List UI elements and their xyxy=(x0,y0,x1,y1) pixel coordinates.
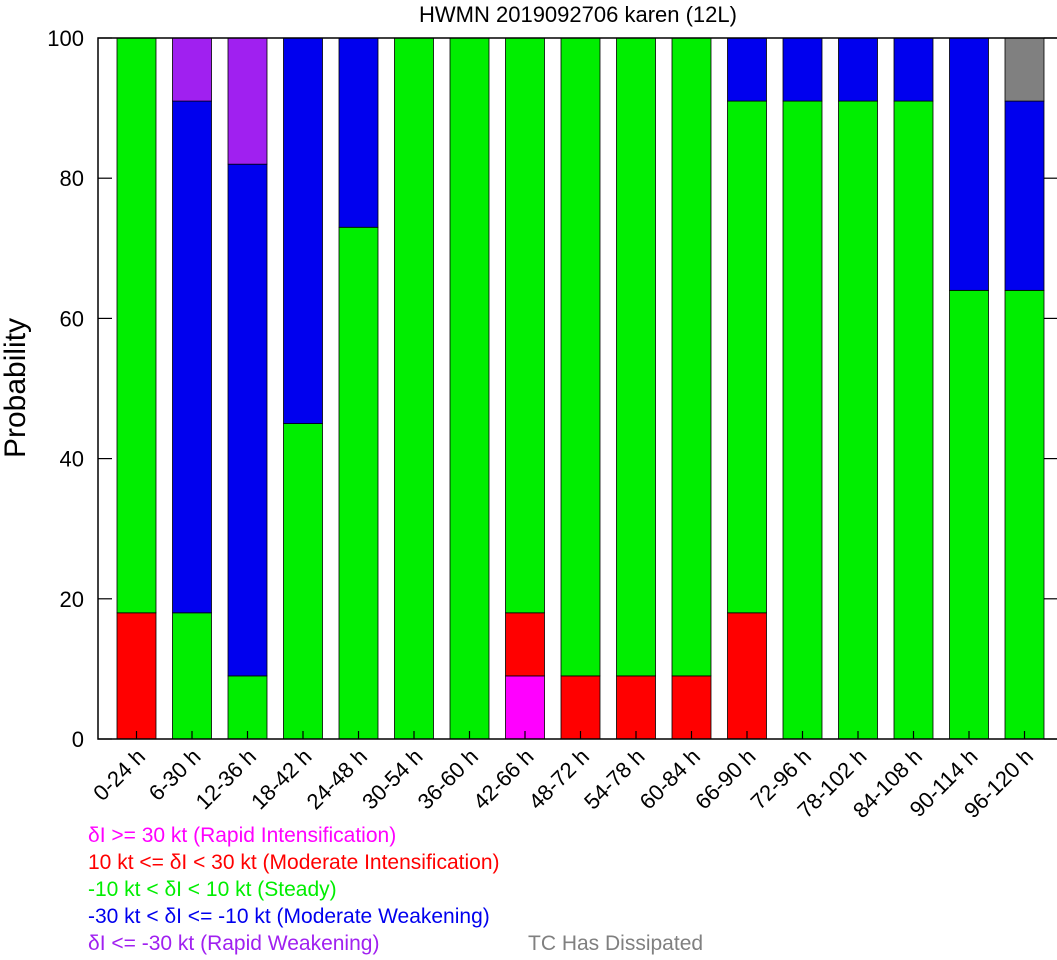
bar-segment xyxy=(949,289,989,740)
bar-segment xyxy=(505,37,545,614)
bar-segment xyxy=(560,675,601,740)
bar-segment xyxy=(727,612,767,740)
bar-segment xyxy=(560,37,601,677)
bar-segment xyxy=(838,37,878,102)
x-tick-labels: 0-24 h6-30 h12-36 h18-42 h24-48 h30-54 h… xyxy=(88,744,1038,823)
y-tick-label: 20 xyxy=(60,587,84,612)
bar-segment xyxy=(1004,100,1045,291)
x-tick-label: 0-24 h xyxy=(88,744,150,806)
bar-segment xyxy=(505,612,545,677)
legend-item: -10 kt < δI < 10 kt (Steady) xyxy=(88,878,337,901)
bar-segment xyxy=(394,37,434,740)
y-tick-label: 40 xyxy=(60,447,84,472)
bar-segment xyxy=(172,100,212,614)
bar-segment xyxy=(838,100,878,740)
y-axis-label: Probability xyxy=(0,318,32,458)
x-tick-label: 42-66 h xyxy=(468,744,538,814)
legend-item: 10 kt <= δI < 30 kt (Moderate Intensific… xyxy=(88,851,500,874)
ticks-layer: 0 20 40 60 80 100 xyxy=(47,26,1057,752)
bar-segment xyxy=(338,226,379,740)
y-tick-label: 0 xyxy=(72,727,84,752)
legend-item: δI >= 30 kt (Rapid Intensification) xyxy=(88,824,396,847)
bar-segment xyxy=(1004,37,1045,102)
x-tick-label: 60-84 h xyxy=(635,744,705,814)
legend: δI >= 30 kt (Rapid Intensification) 10 kt… xyxy=(88,824,703,955)
bar-segment xyxy=(616,675,656,740)
y-tick-label: 60 xyxy=(60,306,84,331)
bar-segment xyxy=(338,37,379,228)
x-tick-label: 54-78 h xyxy=(579,744,649,814)
x-tick-label: 30-54 h xyxy=(357,744,427,814)
bar-segment xyxy=(505,675,545,740)
x-tick-label: 36-60 h xyxy=(413,744,483,814)
legend-item: -30 kt < δI <= -10 kt (Moderate Weakenin… xyxy=(88,905,490,928)
bar-segment xyxy=(671,675,712,740)
bar-segment xyxy=(893,100,934,740)
bar-segment xyxy=(172,37,212,102)
bar-segment xyxy=(782,37,823,102)
bar-segment xyxy=(283,37,323,424)
x-tick-label: 48-72 h xyxy=(524,744,594,814)
bar-segment xyxy=(116,612,157,740)
bar-segment xyxy=(227,163,268,677)
y-tick-label: 100 xyxy=(47,26,84,51)
bar-segment xyxy=(727,37,767,102)
bar-segment xyxy=(116,37,157,614)
bars-layer xyxy=(116,37,1045,740)
x-tick-label: 66-90 h xyxy=(690,744,760,814)
bar-segment xyxy=(227,675,268,740)
bar-segment xyxy=(227,37,268,165)
bar-segment xyxy=(671,37,712,677)
bar-segment xyxy=(949,37,989,291)
x-tick-label: 12-36 h xyxy=(191,744,261,814)
x-tick-label: 24-48 h xyxy=(302,744,372,814)
bar-segment xyxy=(727,100,767,614)
legend-item: TC Has Dissipated xyxy=(528,932,703,955)
y-tick-label: 80 xyxy=(60,166,84,191)
legend-item: δI <= -30 kt (Rapid Weakening) xyxy=(88,932,379,955)
chart-title: HWMN 2019092706 karen (12L) xyxy=(419,2,737,27)
bar-segment xyxy=(616,37,656,677)
bar-segment xyxy=(449,37,490,740)
bar-segment xyxy=(172,612,212,740)
x-tick-label: 18-42 h xyxy=(246,744,316,814)
bar-segment xyxy=(283,423,323,740)
bar-segment xyxy=(1004,289,1045,740)
bar-segment xyxy=(893,37,934,102)
plot-frame xyxy=(97,37,1057,740)
bar-segment xyxy=(782,100,823,740)
